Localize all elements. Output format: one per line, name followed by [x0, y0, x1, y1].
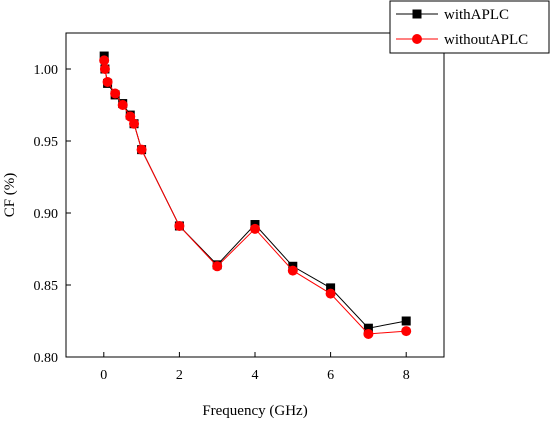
data-point-withoutaplc — [325, 288, 336, 299]
data-point-withoutaplc — [401, 326, 412, 337]
y-tick-label: 1.00 — [34, 63, 59, 78]
data-point-withoutaplc — [129, 118, 140, 129]
x-tick-label: 4 — [252, 368, 259, 383]
series-layer — [99, 51, 412, 339]
data-point-withoutaplc — [212, 261, 223, 272]
legend-item-withaplc: withAPLC — [396, 7, 509, 23]
data-point-withoutaplc — [363, 328, 374, 339]
y-tick-label: 0.80 — [34, 351, 59, 366]
data-point-withoutaplc — [99, 64, 110, 74]
data-point-withoutaplc — [110, 88, 121, 99]
series-line-withoutaplc — [103, 60, 407, 335]
y-tick-label: 0.85 — [34, 279, 59, 294]
y-axis-ticks: 0.80 0.85 0.90 0.95 1.00 — [34, 63, 71, 366]
series-line-withaplc — [103, 56, 407, 329]
legend-label-withoutaplc: withoutAPLC — [444, 32, 528, 48]
x-tick-label: 0 — [100, 368, 107, 383]
x-tick-label: 2 — [176, 368, 183, 383]
x-tick-label: 6 — [327, 368, 334, 383]
data-point-withoutaplc — [174, 220, 185, 231]
data-point-withoutaplc — [102, 76, 113, 87]
series-withaplc — [99, 51, 411, 333]
legend: withAPLC withoutAPLC — [389, 0, 550, 54]
y-axis-label: CF (%) — [2, 173, 18, 218]
legend-item-withoutaplc: withoutAPLC — [396, 32, 528, 48]
plot-frame — [65, 32, 445, 358]
y-tick-label: 0.90 — [34, 207, 59, 222]
data-point-withaplc — [401, 316, 411, 326]
x-axis-ticks: 0 2 4 6 8 — [100, 352, 410, 383]
data-point-withoutaplc — [287, 265, 298, 276]
legend-marker-square — [412, 9, 422, 19]
legend-marker-circle — [412, 34, 422, 44]
legend-label-withaplc: withAPLC — [444, 7, 509, 23]
data-point-withoutaplc — [99, 55, 110, 66]
x-tick-label: 8 — [403, 368, 410, 383]
y-tick-label: 0.95 — [34, 135, 59, 150]
legend-items: withAPLC withoutAPLC — [396, 7, 528, 48]
data-point-withoutaplc — [250, 223, 260, 234]
x-axis-label: Frequency (GHz) — [202, 403, 307, 419]
data-point-withaplc — [363, 323, 373, 333]
series-withoutaplc — [99, 55, 412, 339]
data-point-withoutaplc — [136, 144, 147, 155]
data-point-withaplc — [326, 283, 336, 293]
data-point-withoutaplc — [117, 100, 128, 110]
